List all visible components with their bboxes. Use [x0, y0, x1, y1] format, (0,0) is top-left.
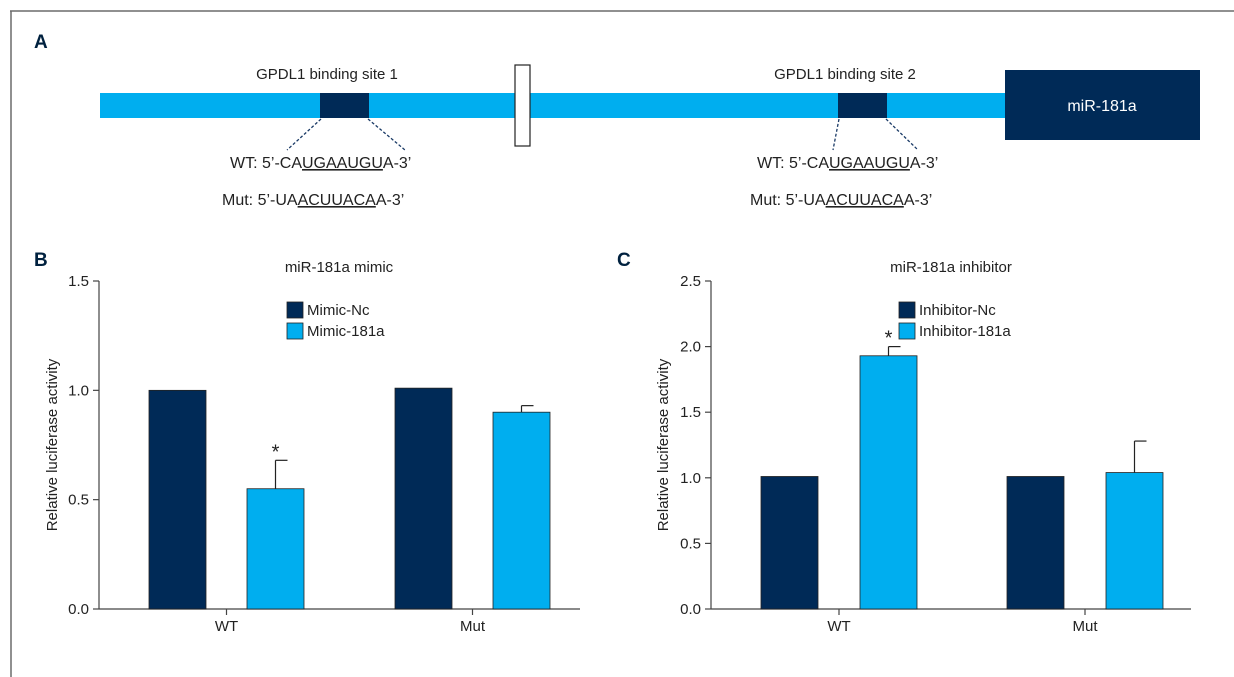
- y-tick-label: 2.5: [680, 273, 701, 290]
- site-2-wt-seq: WT: 5’-CAUGAAUGUA-3’: [757, 155, 938, 172]
- significance-asterisk: *: [272, 441, 280, 463]
- site-2-lead-left: [832, 118, 840, 151]
- binding-site-2-box: [838, 93, 887, 118]
- site-2-label: GPDL1 binding site 2: [774, 66, 916, 83]
- y-tick-label: 2.0: [680, 339, 701, 356]
- chart-inhibitor: miR-181a inhibitor 0.0 0.5 1.0 1.5 2.0 2.5 Rela…: [655, 259, 1191, 635]
- y-axis-label: Relative luciferase activity: [655, 358, 672, 531]
- legend-swatch: [286, 322, 304, 340]
- utr-bar-right: [529, 93, 1009, 118]
- legend-label: Mimic-181a: [307, 323, 385, 340]
- x-tick-label: WT: [215, 618, 238, 635]
- legend-swatch: [286, 301, 304, 319]
- break-marker: [514, 64, 531, 147]
- site-1-wt-seq: WT: 5’-CAUGAAUGUA-3’: [230, 155, 411, 172]
- legend-swatch: [898, 322, 916, 340]
- legend-swatch: [898, 301, 916, 319]
- bar: [859, 355, 918, 610]
- site-1-lead-left: [286, 118, 322, 151]
- bar: [1105, 472, 1164, 610]
- mirna-box: [1005, 70, 1200, 140]
- legend-label: Inhibitor-Nc: [919, 302, 996, 319]
- y-tick-label: 1.0: [68, 382, 89, 399]
- panel-c-letter: C: [617, 250, 631, 271]
- bar: [492, 411, 551, 610]
- chart-title: miR-181a mimic: [285, 259, 394, 276]
- site-2-mut-seq: Mut: 5’-UAACUUACAA-3’: [750, 192, 932, 209]
- y-tick-label: 0.0: [68, 601, 89, 618]
- bar: [760, 476, 819, 610]
- panel-b-letter: B: [34, 250, 48, 271]
- x-tick-label: WT: [827, 618, 850, 635]
- y-tick-label: 1.0: [680, 470, 701, 487]
- x-tick-label: Mut: [1072, 618, 1098, 635]
- bar: [1006, 476, 1065, 610]
- bar: [148, 389, 207, 610]
- site-1-label: GPDL1 binding site 1: [256, 66, 398, 83]
- legend-label: Mimic-Nc: [307, 302, 370, 319]
- utr-bar-left: [100, 93, 519, 118]
- x-tick-label: Mut: [460, 618, 486, 635]
- panel-a-letter: A: [34, 32, 48, 53]
- site-1-lead-right: [367, 118, 406, 151]
- y-tick-label: 0.0: [680, 601, 701, 618]
- binding-site-1-box: [320, 93, 369, 118]
- panel-a-schematic: A miR-181a GPDL1 binding site 1 GPDL1 bi…: [34, 32, 1200, 209]
- site-1-mut-seq: Mut: 5’-UAACUUACAA-3’: [222, 192, 404, 209]
- mirna-label: miR-181a: [1067, 98, 1136, 115]
- legend-label: Inhibitor-181a: [919, 323, 1011, 340]
- y-tick-label: 0.5: [680, 535, 701, 552]
- y-tick-label: 1.5: [68, 273, 89, 290]
- chart-title: miR-181a inhibitor: [890, 259, 1012, 276]
- bar: [246, 488, 305, 610]
- y-tick-label: 0.5: [68, 492, 89, 509]
- site-2-lead-right: [885, 118, 919, 151]
- chart-mimic: miR-181a mimic 0.0 0.5 1.0 1.5 Relative lucif…: [44, 259, 580, 635]
- y-axis-label: Relative luciferase activity: [44, 358, 61, 531]
- bar: [394, 387, 453, 610]
- y-tick-label: 1.5: [680, 404, 701, 421]
- significance-asterisk: *: [885, 328, 893, 350]
